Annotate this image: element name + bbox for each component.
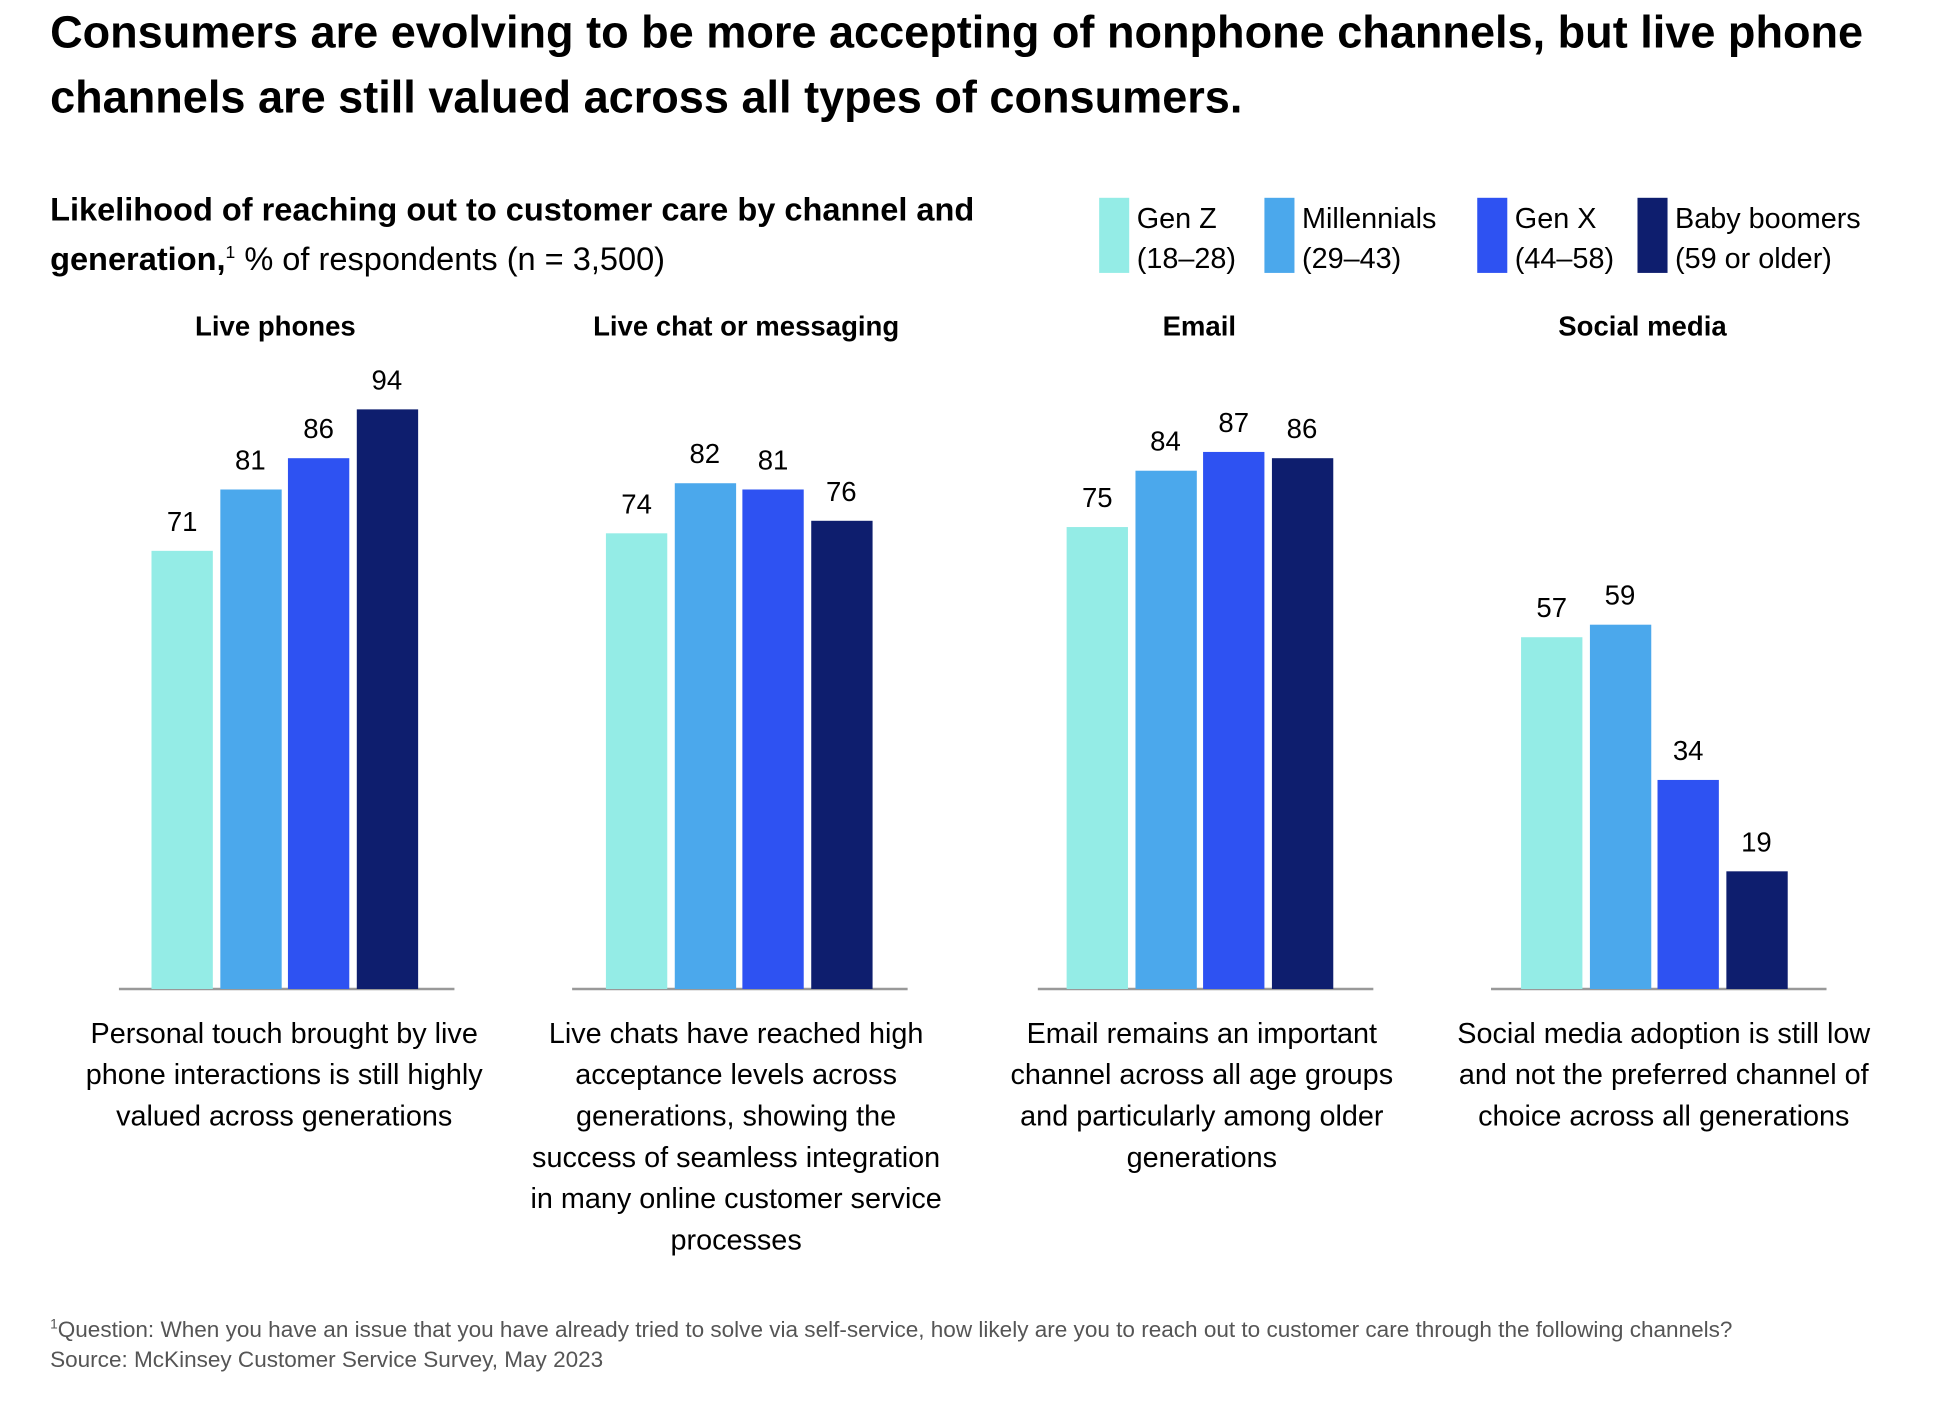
bar — [151, 551, 213, 989]
bar — [1657, 779, 1719, 989]
data-label: 76 — [825, 475, 857, 507]
bar — [1203, 452, 1265, 989]
data-label: 34 — [1672, 734, 1704, 766]
data-label: 86 — [1286, 413, 1318, 445]
data-label: 74 — [621, 487, 652, 519]
data-label: 19 — [1741, 826, 1772, 859]
bar — [1066, 526, 1128, 989]
legend-item: Gen Z (18–28) — [1099, 197, 1236, 278]
legend-series-name: Millennials — [1301, 201, 1437, 235]
bar — [1521, 637, 1583, 989]
legend-series-name: Baby boomers — [1675, 201, 1861, 235]
data-label: 87 — [1218, 407, 1250, 439]
legend-series-name: Gen X — [1514, 201, 1597, 235]
legend-item: Gen X (44–58) — [1477, 197, 1614, 278]
bar — [356, 409, 418, 990]
legend-label: Millennials (29–43) — [1302, 198, 1436, 278]
baseline-axis — [572, 987, 908, 991]
legend-series-range: (29–43) — [1301, 241, 1402, 275]
data-label: 57 — [1536, 592, 1568, 624]
chart-subtitle: Likelihood of reaching out to customer c… — [50, 188, 1052, 280]
legend-series-name: Gen Z — [1136, 201, 1217, 235]
bar — [1725, 871, 1788, 989]
legend-series-range: (44–58) — [1514, 241, 1615, 275]
bar — [287, 458, 350, 989]
panel-annotation: Email remains an important channel acros… — [1010, 1016, 1394, 1174]
baseline-axis — [1491, 987, 1827, 991]
legend-item: Baby boomers (59 or older) — [1637, 197, 1861, 278]
legend-label: Baby boomers (59 or older) — [1675, 198, 1861, 278]
panel-title: Email — [1162, 310, 1237, 342]
legend-series-range: (59 or older) — [1675, 241, 1832, 275]
footnote-number: 1 — [50, 1316, 58, 1333]
data-label: 86 — [303, 413, 334, 445]
panel-title: Live chat or messaging — [593, 310, 900, 342]
footnote: 1Question: When you have an issue that y… — [50, 1309, 1753, 1374]
legend-item: Millennials (29–43) — [1264, 197, 1436, 278]
data-label: 59 — [1604, 580, 1636, 612]
bar — [219, 489, 282, 989]
bar — [742, 489, 804, 989]
subtitle-rest: % of respondents (n = 3,500) — [235, 239, 666, 278]
panel-title: Social media — [1558, 310, 1727, 342]
data-label: 81 — [757, 444, 789, 476]
bar — [1134, 471, 1197, 989]
bar — [810, 520, 872, 989]
baseline-axis — [1037, 987, 1374, 991]
data-label: 84 — [1150, 425, 1181, 458]
subtitle-bold: Likelihood of reaching out to customer c… — [50, 190, 975, 278]
source-note: Source: McKinsey Customer Service Survey… — [50, 1347, 604, 1373]
bar — [1589, 625, 1651, 989]
legend-swatch — [1477, 197, 1508, 273]
legend-label: Gen X (44–58) — [1515, 198, 1614, 278]
chart-title: Consumers are evolving to be more accept… — [50, 6, 1864, 123]
panel-title: Live phones — [195, 310, 356, 342]
footnote-question: Question: When you have an issue that yo… — [57, 1316, 1733, 1343]
panel-annotation: Live chats have reached high acceptance … — [530, 1016, 942, 1256]
data-label: 81 — [235, 444, 266, 476]
panel-annotation: Personal touch brought by live phone int… — [85, 1016, 483, 1132]
footnote-marker: 1 — [225, 241, 236, 262]
legend-swatch — [1099, 197, 1130, 273]
legend-swatch — [1637, 197, 1668, 273]
legend-swatch — [1264, 197, 1295, 273]
baseline-axis — [118, 987, 455, 991]
bar — [674, 483, 736, 989]
panel-annotation: Social media adoption is still low and n… — [1457, 1016, 1871, 1132]
legend-series-range: (18–28) — [1136, 241, 1236, 275]
legend-label: Gen Z (18–28) — [1137, 198, 1236, 278]
data-label: 94 — [371, 364, 403, 396]
data-label: 75 — [1081, 481, 1113, 513]
bar — [1271, 458, 1333, 989]
bar — [605, 532, 668, 989]
data-label: 82 — [689, 438, 721, 470]
data-label: 71 — [166, 506, 198, 538]
